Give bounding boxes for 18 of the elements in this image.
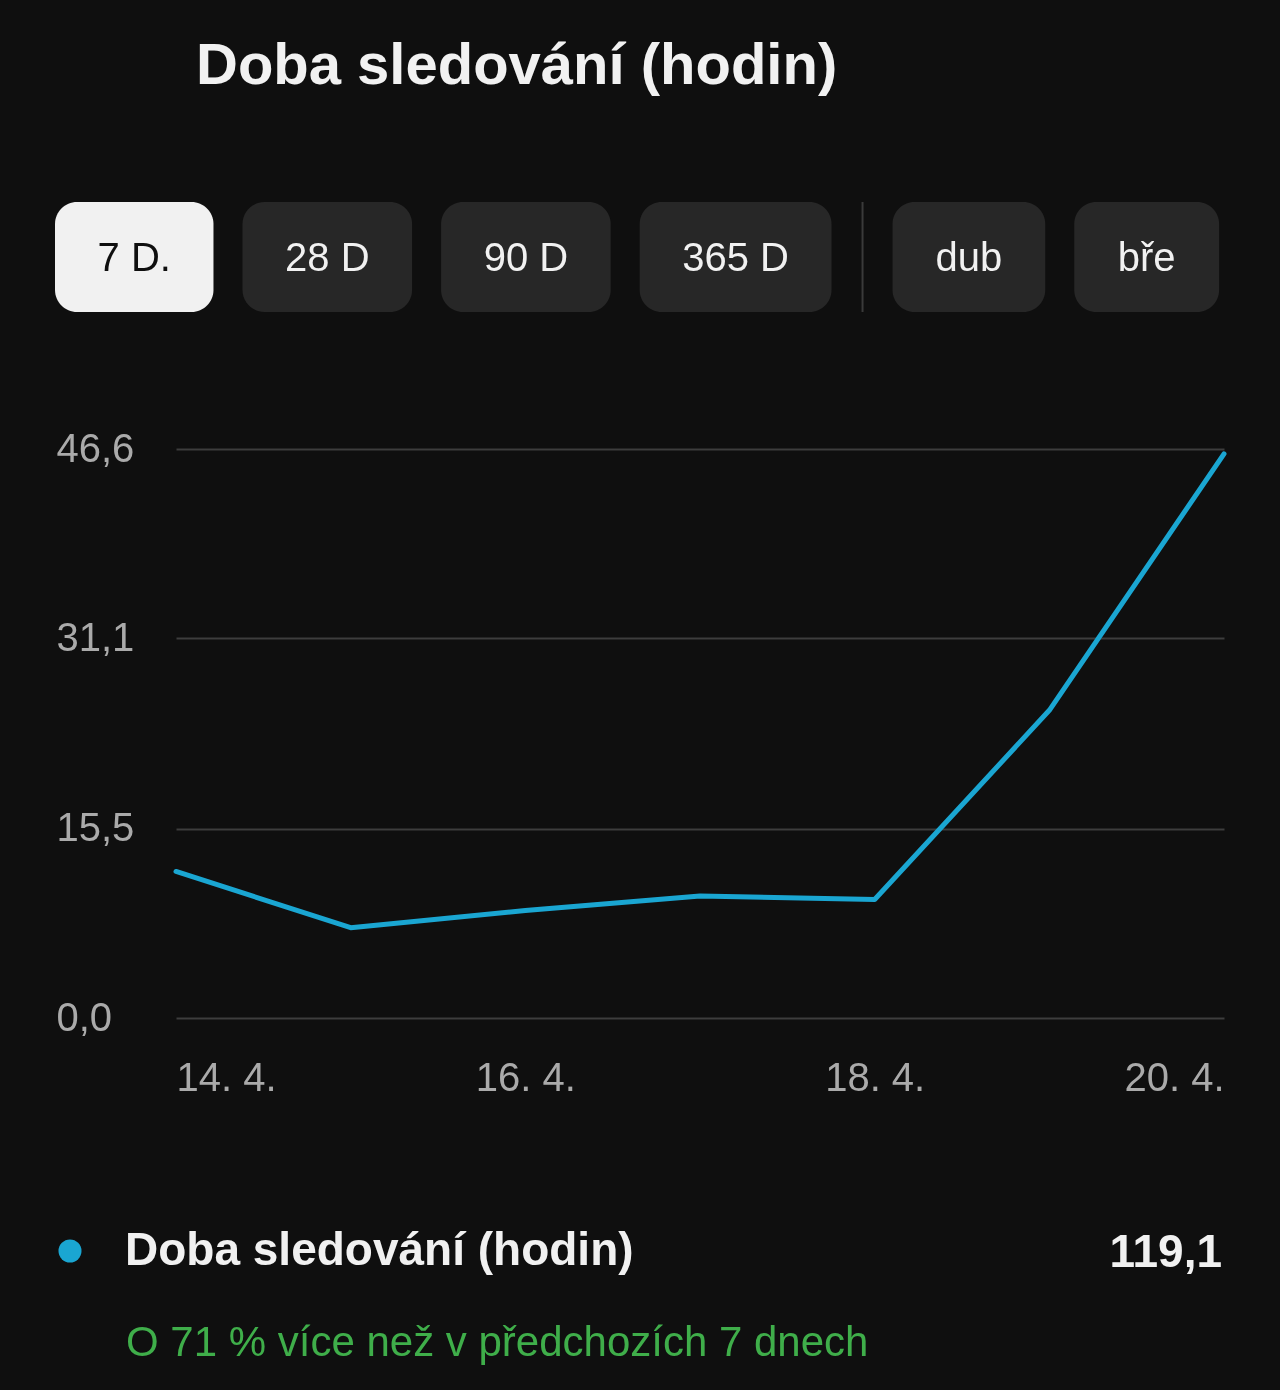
x-tick-label: 16. 4.: [475, 1054, 576, 1099]
x-tick-label: 20. 4.: [1124, 1054, 1225, 1099]
legend-label: Doba sledování (hodin): [125, 1223, 634, 1275]
x-tick-label: 18. 4.: [825, 1054, 926, 1099]
text: dub: [935, 235, 1003, 279]
text: O 71 % více než v předchozích 7 dnech: [126, 1318, 869, 1365]
text: 7 D.: [97, 235, 171, 279]
text: bře: [1117, 235, 1176, 279]
text: 28 D: [285, 235, 370, 279]
y-tick-label: 15,5: [56, 805, 135, 850]
y-tick-label: 0,0: [56, 994, 113, 1039]
y-tick-label: 46,6: [56, 425, 135, 470]
y-tick-label: 31,1: [56, 614, 135, 659]
text: 90 D: [483, 235, 569, 279]
chart-title: Doba sledování (hodin): [196, 31, 838, 96]
text: 365 D: [682, 235, 789, 279]
text: 119,1: [1109, 1225, 1222, 1277]
x-tick-label: 14. 4.: [176, 1054, 277, 1099]
